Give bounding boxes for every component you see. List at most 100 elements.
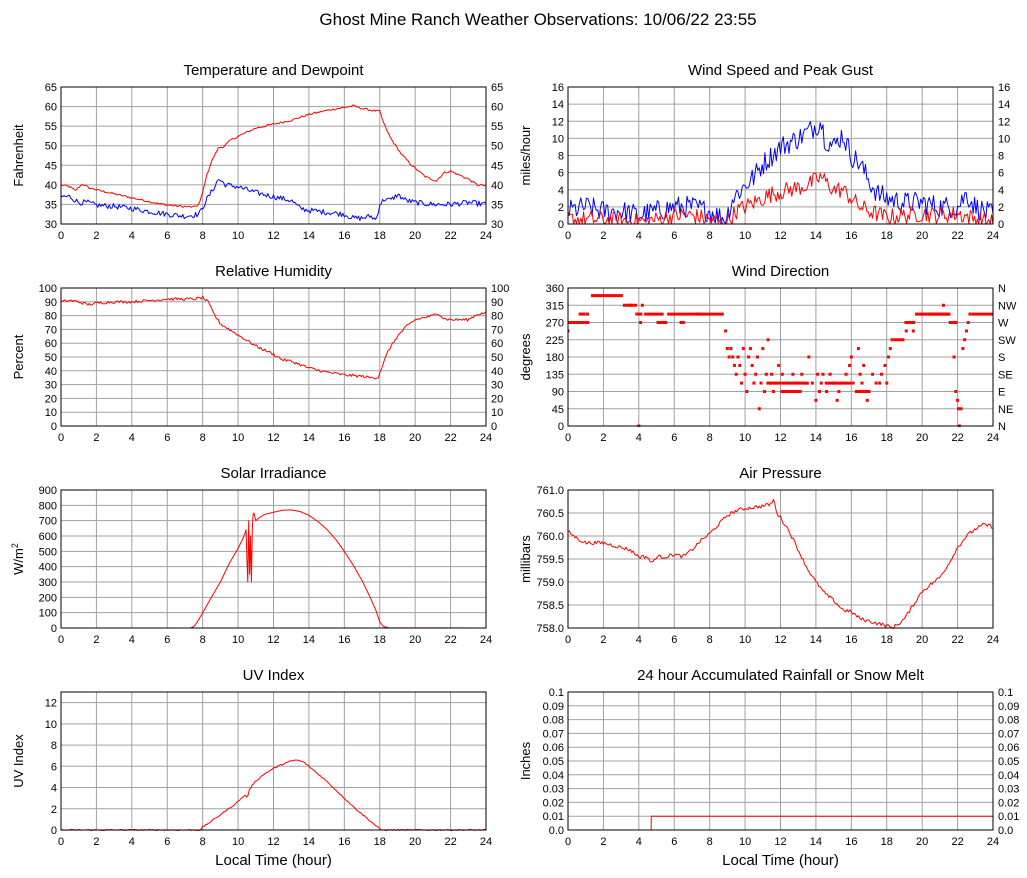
y-tick-label: 6: [51, 761, 57, 773]
x-tick-label: 10: [232, 432, 244, 444]
x-tick-label: 6: [671, 836, 677, 848]
x-tick-label: 4: [129, 836, 135, 848]
y-tick-label: 65: [45, 82, 57, 94]
x-tick-label: 18: [881, 836, 893, 848]
x-tick-label: 6: [164, 836, 170, 848]
direction-point: [807, 355, 811, 359]
direction-point: [810, 381, 814, 385]
direction-point: [828, 372, 832, 376]
direction-point: [840, 381, 844, 385]
y-tick-label: 6: [558, 168, 564, 180]
y-tick-label-right: NW: [998, 300, 1017, 312]
x-tick-label: 10: [739, 836, 751, 848]
direction-point: [874, 381, 878, 385]
direction-point: [770, 372, 774, 376]
x-tick-label: 16: [338, 432, 350, 444]
y-tick-label: 500: [39, 546, 57, 558]
y-axis-label: W/m2: [10, 543, 26, 575]
direction-point: [883, 363, 887, 367]
y-tick-label-right: 65: [491, 82, 503, 94]
x-tick-label: 8: [707, 432, 713, 444]
x-tick-label: 20: [409, 634, 421, 646]
x-tick-label: 20: [916, 836, 928, 848]
direction-point: [752, 381, 756, 385]
y-tick-label: 55: [45, 121, 57, 133]
x-tick-label: 8: [707, 634, 713, 646]
direction-point: [817, 390, 821, 393]
x-tick-label: 18: [374, 230, 386, 242]
x-tick-label: 22: [951, 432, 963, 444]
x-tick-label: 24: [987, 836, 999, 848]
x-tick-label: 22: [951, 836, 963, 848]
direction-point: [734, 372, 738, 376]
y-tick-label: 50: [45, 141, 57, 153]
y-tick-label-right: 20: [491, 393, 503, 405]
y-tick-label: 0: [51, 825, 57, 837]
y-tick-label: 60: [45, 102, 57, 114]
plot-frame: [567, 691, 994, 831]
direction-point: [803, 381, 807, 385]
y-tick-label: 400: [39, 562, 57, 574]
x-tick-label: 12: [774, 836, 786, 848]
y-tick-label: 0: [558, 219, 564, 231]
y-tick-label-right: 0.05: [998, 756, 1019, 768]
y-tick-label-right: 16: [998, 82, 1010, 94]
plot-frame: [567, 287, 994, 427]
direction-point: [755, 355, 759, 359]
y-tick-label: 180: [546, 352, 564, 364]
y-axis-label-text: Fahrenheit: [11, 124, 26, 187]
y-tick-label: 300: [39, 577, 57, 589]
y-axis-label: degrees: [518, 333, 533, 380]
plot-area: [61, 509, 486, 629]
y-tick-label-right: SW: [998, 335, 1016, 347]
direction-point: [963, 338, 967, 342]
direction-point: [745, 390, 749, 393]
series-line-1: [61, 179, 486, 221]
x-tick-label: 20: [916, 634, 928, 646]
y-tick-label: 360: [546, 283, 564, 295]
y-axis-label-text: Inches: [518, 741, 533, 780]
direction-point: [741, 347, 745, 351]
x-tick-label: 10: [232, 634, 244, 646]
plot-frame: [60, 691, 487, 831]
y-tick-label: 761.0: [536, 485, 564, 497]
y-tick-label: 45: [552, 404, 564, 416]
direction-point: [800, 372, 804, 376]
chart-title: Wind Direction: [732, 263, 830, 280]
x-tick-label: 24: [480, 432, 492, 444]
y-tick-label: 0.05: [543, 756, 564, 768]
direction-point: [855, 390, 859, 393]
x-tick-label: 14: [810, 230, 822, 242]
y-tick-label: 35: [45, 199, 57, 211]
x-tick-label: 22: [444, 836, 456, 848]
x-tick-label: 24: [480, 634, 492, 646]
y-tick-label: 4: [51, 783, 57, 795]
direction-point: [771, 390, 775, 393]
x-tick-label: 2: [600, 230, 606, 242]
x-tick-label: 10: [232, 230, 244, 242]
x-axis-label: Local Time (hour): [722, 852, 839, 869]
direction-point: [780, 372, 784, 376]
direction-point: [814, 398, 818, 402]
y-tick-label: 0: [51, 421, 57, 433]
chart-rain: 24 hour Accumulated Rainfall or Snow Mel…: [518, 667, 1019, 869]
x-tick-label: 6: [671, 634, 677, 646]
y-tick-label-right: 45: [491, 160, 503, 172]
x-tick-label: 14: [303, 432, 315, 444]
y-tick-label-right: 60: [491, 338, 503, 350]
x-tick-label: 22: [951, 230, 963, 242]
y-tick-label-right: SE: [998, 369, 1013, 381]
direction-point: [750, 363, 754, 367]
direction-point: [640, 303, 644, 307]
x-tick-label: 0: [58, 230, 64, 242]
direction-point: [860, 381, 864, 385]
direction-point: [858, 372, 862, 376]
y-tick-label-right: 100: [491, 283, 509, 295]
chart-title: Temperature and Dewpoint: [183, 62, 364, 79]
direction-point: [934, 312, 938, 316]
